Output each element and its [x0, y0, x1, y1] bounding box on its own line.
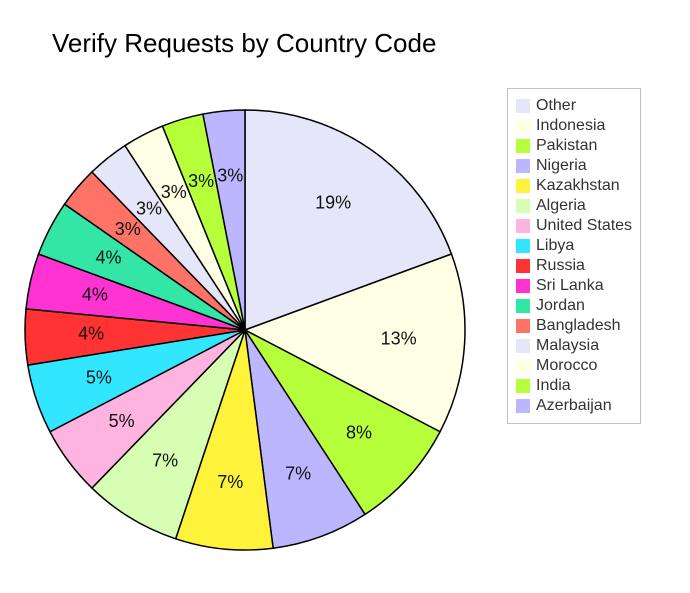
pie-slice-label: 19%: [315, 192, 351, 212]
pie-slice-label: 4%: [78, 324, 104, 344]
legend-label: Bangladesh: [536, 317, 621, 335]
legend-item: Other: [516, 97, 632, 115]
legend-swatch: [516, 319, 530, 333]
legend-swatch: [516, 219, 530, 233]
legend-item: India: [516, 377, 632, 395]
legend-item: Pakistan: [516, 137, 632, 155]
legend-swatch: [516, 139, 530, 153]
chart-container: Verify Requests by Country Code 19% 13% 8%…: [0, 0, 690, 593]
legend-label: Azerbaijan: [536, 397, 612, 415]
legend-label: India: [536, 377, 571, 395]
legend-label: Kazakhstan: [536, 177, 620, 195]
legend-item: Kazakhstan: [516, 177, 632, 195]
legend-swatch: [516, 99, 530, 113]
legend-swatch: [516, 339, 530, 353]
pie-slice-label: 3%: [161, 182, 187, 202]
pie-slice-label: 7%: [217, 472, 243, 492]
legend-label: Algeria: [536, 197, 586, 215]
pie-slice-label: 5%: [109, 411, 135, 431]
legend-label: Other: [536, 97, 576, 115]
legend-item: Azerbaijan: [516, 397, 632, 415]
pie-slice-label: 13%: [381, 329, 417, 349]
legend-swatch: [516, 359, 530, 373]
legend-label: Indonesia: [536, 117, 605, 135]
legend-item: Algeria: [516, 197, 632, 215]
legend-swatch: [516, 279, 530, 293]
legend-swatch: [516, 259, 530, 273]
legend-swatch: [516, 159, 530, 173]
legend-swatch: [516, 179, 530, 193]
legend-item: Russia: [516, 257, 632, 275]
legend-item: Nigeria: [516, 157, 632, 175]
legend-item: Sri Lanka: [516, 277, 632, 295]
legend-item: Malaysia: [516, 337, 632, 355]
legend-label: Libya: [536, 237, 574, 255]
pie-slice-label: 4%: [95, 248, 121, 268]
pie-slice-label: 3%: [188, 171, 214, 191]
chart-title: Verify Requests by Country Code: [52, 28, 436, 59]
pie-slice-label: 3%: [115, 219, 141, 239]
pie-slice-label: 5%: [86, 367, 112, 387]
pie-slice-label: 7%: [152, 450, 178, 470]
pie-slice-label: 3%: [136, 198, 162, 218]
legend-label: Russia: [536, 257, 585, 275]
pie-slice-label: 3%: [217, 165, 243, 185]
legend-label: United States: [536, 217, 632, 235]
legend: Other Indonesia Pakistan Nigeria Kazakhstan A…: [507, 88, 641, 424]
pie-slice-label: 7%: [285, 463, 311, 483]
pie-slice-label: 4%: [82, 284, 108, 304]
legend-item: United States: [516, 217, 632, 235]
legend-swatch: [516, 239, 530, 253]
legend-label: Sri Lanka: [536, 277, 604, 295]
legend-item: Indonesia: [516, 117, 632, 135]
legend-item: Morocco: [516, 357, 632, 375]
legend-label: Malaysia: [536, 337, 599, 355]
legend-label: Morocco: [536, 357, 597, 375]
legend-label: Jordan: [536, 297, 585, 315]
legend-swatch: [516, 199, 530, 213]
pie-slice-label: 8%: [346, 422, 372, 442]
legend-label: Pakistan: [536, 137, 597, 155]
legend-label: Nigeria: [536, 157, 587, 175]
legend-swatch: [516, 299, 530, 313]
legend-swatch: [516, 119, 530, 133]
legend-swatch: [516, 399, 530, 413]
legend-swatch: [516, 379, 530, 393]
pie-chart: 19%13%8%7%7%7%5%5%4%4%4%3%3%3%3%3%: [23, 108, 467, 552]
legend-item: Libya: [516, 237, 632, 255]
legend-item: Jordan: [516, 297, 632, 315]
legend-item: Bangladesh: [516, 317, 632, 335]
